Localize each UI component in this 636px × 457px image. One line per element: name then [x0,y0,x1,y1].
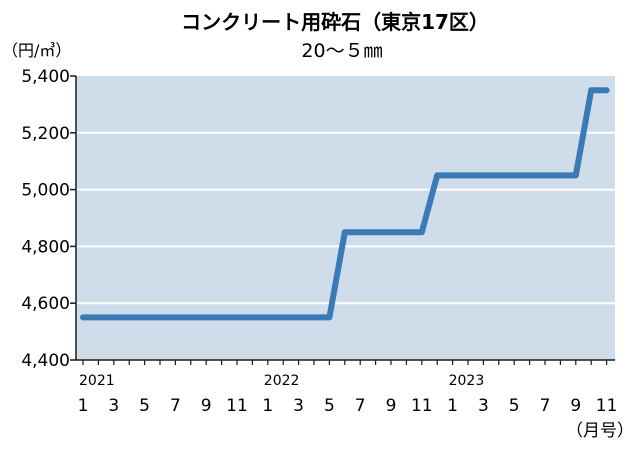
x-year-label: 2021 [79,373,115,389]
y-tick-label: 4,800 [21,237,70,257]
plot-area [76,76,615,360]
x-month-label: 3 [293,396,304,416]
y-tick-label: 4,400 [21,351,70,371]
y-axis-ticks: 4,400 4,600 4,800 5,000 5,200 5,400 [21,67,76,371]
x-month-label: 3 [108,396,119,416]
x-month-label: 5 [324,396,335,416]
y-tick-label: 5,000 [21,181,70,201]
x-month-label: 3 [478,396,489,416]
x-month-label: 1 [78,396,89,416]
x-month-label: 7 [170,396,181,416]
x-month-label: 9 [386,396,397,416]
x-axis-unit-label: （月号） [566,421,634,441]
x-month-label: 11 [226,396,248,416]
x-month-label: 5 [509,396,520,416]
x-month-label: 11 [411,396,433,416]
y-axis-unit-label: （円/㎥） [2,41,71,60]
y-tick-label: 5,200 [21,124,70,144]
x-month-label: 1 [447,396,458,416]
chart-subtitle: 20～５㎜ [301,40,382,62]
x-month-label: 9 [570,396,581,416]
y-tick-label: 4,600 [21,294,70,314]
x-month-label: 7 [355,396,366,416]
grid-lines [76,131,615,305]
x-month-label: 7 [540,396,551,416]
series-layer [80,87,610,321]
y-tick-label: 5,400 [21,67,70,87]
x-year-label: 2022 [264,373,300,389]
x-month-label: 9 [201,396,212,416]
x-month-label: 1 [262,396,273,416]
price-series-line [80,87,610,321]
x-month-label: 11 [596,396,618,416]
chart-title: コンクリート用砕石（東京17区） [181,10,489,34]
x-year-label: 2023 [449,373,485,389]
x-month-label: 5 [139,396,150,416]
